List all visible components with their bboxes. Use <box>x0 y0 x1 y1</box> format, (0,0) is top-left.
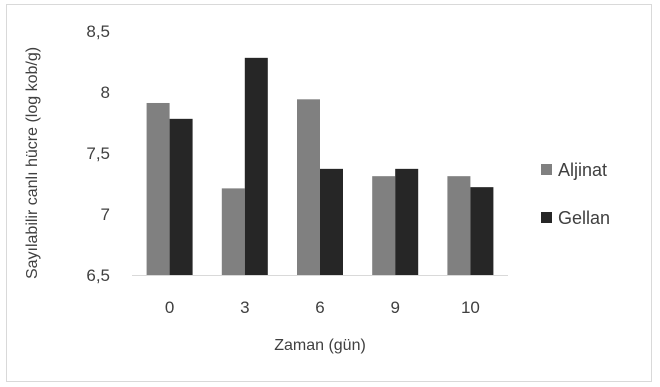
legend-label-aljinat: Aljinat <box>558 160 607 180</box>
y-tick-label: 7,5 <box>86 144 110 163</box>
y-tick-label: 8 <box>101 83 110 102</box>
legend-swatch-aljinat <box>541 164 552 175</box>
y-tick-label: 6,5 <box>86 266 110 285</box>
x-tick-label: 0 <box>165 298 174 317</box>
y-tick-label: 8,5 <box>86 22 110 41</box>
bar-aljinat-0 <box>146 102 170 275</box>
bar-gellan-3 <box>244 57 268 276</box>
x-tick-label: 10 <box>461 298 480 317</box>
x-tick-labels: 0 3 6 9 10 <box>165 298 480 317</box>
bar-aljinat-6 <box>297 99 320 275</box>
bar-gellan-9 <box>395 168 419 275</box>
x-tick-label: 3 <box>240 298 249 317</box>
bar-gellan-10 <box>470 187 494 275</box>
bar-aljinat-9 <box>372 176 396 275</box>
x-tick-label: 6 <box>315 298 324 317</box>
legend: Aljinat Gellan <box>541 160 610 228</box>
x-axis-title: Zaman (gün) <box>274 337 366 354</box>
legend-swatch-gellan <box>541 212 552 223</box>
bars <box>146 57 494 276</box>
legend-label-gellan: Gellan <box>558 208 610 228</box>
bar-aljinat-10 <box>447 176 471 275</box>
bar-gellan-6 <box>320 168 343 275</box>
y-tick-label: 7 <box>101 205 110 224</box>
bar-aljinat-3 <box>221 188 245 275</box>
y-axis-title: Sayılabilir canlı hücre (log kob/g) <box>24 47 41 279</box>
bar-gellan-0 <box>169 118 193 275</box>
x-tick-label: 9 <box>390 298 399 317</box>
y-tick-labels: 6,5 7 7,5 8 8,5 <box>86 22 110 285</box>
